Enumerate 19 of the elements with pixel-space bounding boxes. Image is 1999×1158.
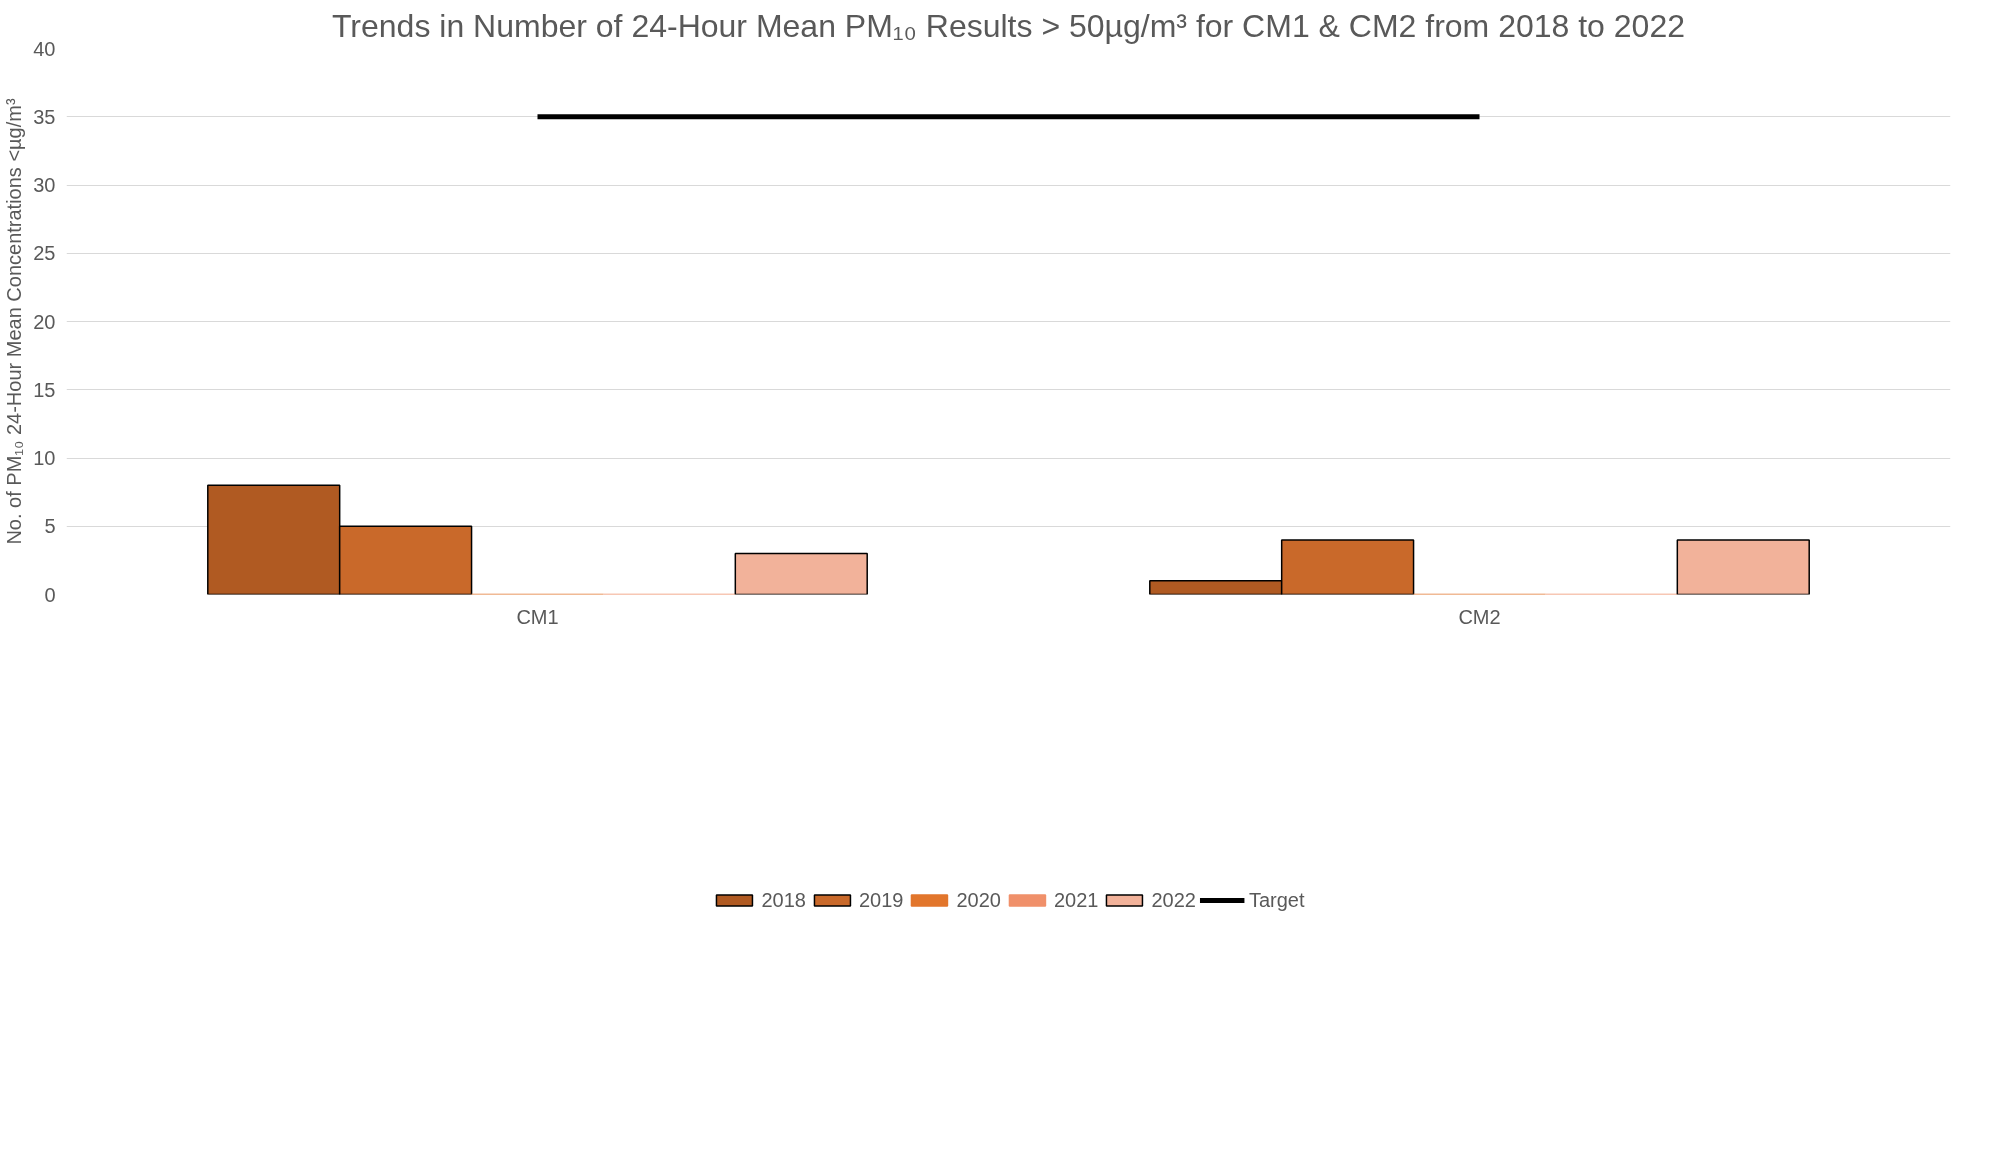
y-tick-label: 0	[44, 583, 56, 606]
y-tick-label: 20	[33, 310, 56, 333]
legend-label: Target	[1248, 888, 1305, 912]
y-tick-label: 35	[33, 105, 56, 128]
legend-label: 2018	[761, 888, 806, 912]
legend-label: 2019	[858, 888, 904, 912]
y-tick-label: 10	[33, 447, 56, 469]
y-tick-label: 40	[33, 37, 56, 60]
y-tick-label: 15	[33, 378, 56, 401]
legend-label: 2022	[1151, 888, 1196, 912]
y-axis-title: No. of PM₁₀ 24-Hour Mean Concentrations <µg/m³	[3, 98, 26, 545]
chart-title: Trends in Number of 24-Hour Mean PM₁₀ Results > 50µg/m³ for CM1 & CM2 from 2018 to 2022	[332, 7, 1685, 44]
legend-label: 2020	[956, 888, 1001, 912]
legend-label: 2021	[1053, 888, 1099, 912]
x-tick-label: CM2	[1458, 605, 1501, 628]
y-tick-label: 25	[33, 242, 56, 265]
y-tick-label: 30	[33, 174, 56, 196]
y-tick-label: 5	[44, 515, 56, 538]
x-tick-label: CM1	[516, 605, 559, 628]
